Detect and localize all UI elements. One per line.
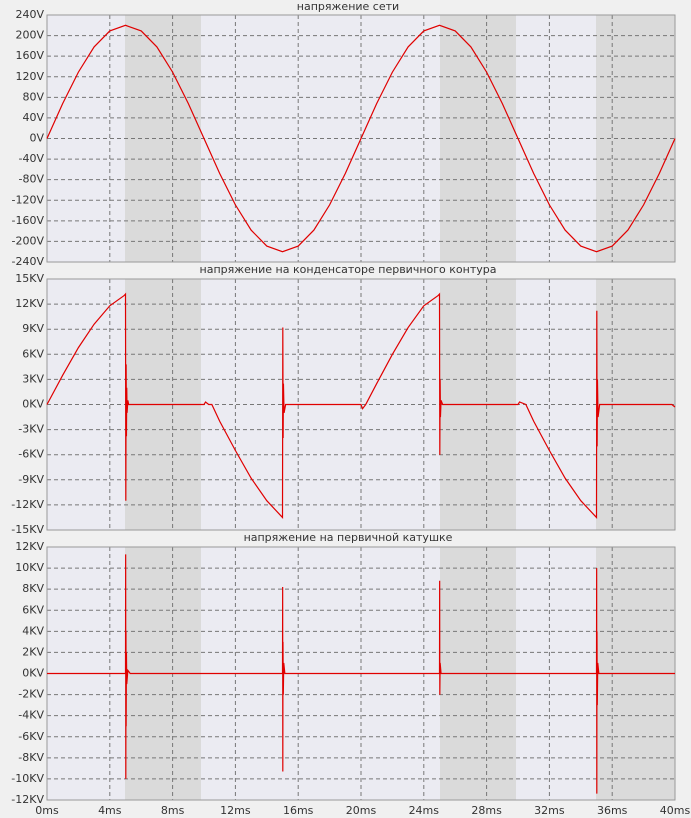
x-tick-label: 40ms bbox=[660, 804, 691, 817]
y-tick-label: -12KV bbox=[11, 498, 44, 511]
trace bbox=[46, 292, 676, 519]
x-tick-label: 20ms bbox=[346, 804, 377, 817]
chart-title: напряжение сети bbox=[297, 0, 399, 13]
y-tick-label: 4KV bbox=[22, 624, 44, 637]
x-tick-label: 24ms bbox=[409, 804, 440, 817]
y-tick-label: 0KV bbox=[22, 667, 44, 680]
trace bbox=[46, 24, 676, 253]
y-tick-label: 12KV bbox=[15, 297, 44, 310]
y-tick-label: 240V bbox=[15, 8, 44, 21]
y-tick-label: 0V bbox=[29, 132, 44, 145]
y-tick-label: 10KV bbox=[15, 561, 44, 574]
y-tick-label: -9KV bbox=[18, 473, 44, 486]
chart-title: напряжение на первичной катушке bbox=[244, 531, 453, 544]
y-tick-label: -15KV bbox=[11, 523, 44, 536]
y-tick-label: 15KV bbox=[15, 272, 44, 285]
y-tick-label: -240V bbox=[12, 255, 45, 268]
y-tick-label: -6KV bbox=[18, 448, 44, 461]
y-tick-label: -80V bbox=[19, 173, 45, 186]
y-tick-label: 2KV bbox=[22, 645, 44, 658]
x-tick-label: 32ms bbox=[534, 804, 565, 817]
y-tick-label: -12KV bbox=[11, 793, 44, 806]
y-tick-label: -2KV bbox=[18, 688, 44, 701]
x-tick-label: 4ms bbox=[98, 804, 122, 817]
chart-title: напряжение на конденсаторе первичного ко… bbox=[200, 263, 497, 276]
y-tick-label: -10KV bbox=[11, 772, 44, 785]
y-tick-label: 0KV bbox=[22, 398, 44, 411]
y-tick-label: -40V bbox=[19, 152, 45, 165]
x-tick-label: 36ms bbox=[597, 804, 628, 817]
y-tick-label: 40V bbox=[22, 111, 44, 124]
y-tick-label: -3KV bbox=[18, 423, 44, 436]
x-tick-label: 12ms bbox=[220, 804, 251, 817]
y-tick-label: -200V bbox=[12, 234, 45, 247]
y-tick-label: -120V bbox=[12, 193, 45, 206]
y-tick-label: 200V bbox=[15, 29, 44, 42]
y-tick-label: -160V bbox=[12, 214, 45, 227]
x-tick-label: 8ms bbox=[161, 804, 185, 817]
y-tick-label: 80V bbox=[22, 90, 44, 103]
trace bbox=[47, 554, 675, 794]
y-tick-label: 8KV bbox=[22, 582, 44, 595]
y-tick-label: 3KV bbox=[22, 372, 44, 385]
y-tick-label: 9KV bbox=[22, 322, 44, 335]
y-tick-label: 6KV bbox=[22, 603, 44, 616]
y-tick-label: 160V bbox=[15, 49, 44, 62]
y-tick-label: 6KV bbox=[22, 347, 44, 360]
y-tick-label: 120V bbox=[15, 70, 44, 83]
y-tick-label: -8KV bbox=[18, 751, 44, 764]
x-tick-label: 28ms bbox=[471, 804, 502, 817]
y-tick-label: -4KV bbox=[18, 709, 44, 722]
y-tick-label: -6KV bbox=[18, 730, 44, 743]
x-tick-label: 16ms bbox=[283, 804, 314, 817]
x-tick-label: 0ms bbox=[35, 804, 59, 817]
y-tick-label: 12KV bbox=[15, 540, 44, 553]
